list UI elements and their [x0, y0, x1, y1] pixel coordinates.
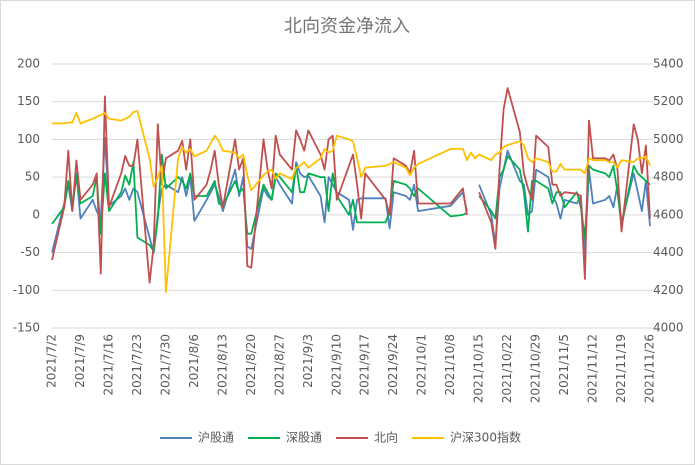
x-tick-label: 2021/10/29: [529, 334, 543, 403]
x-tick-label: 2021/10/15: [472, 334, 486, 403]
x-tick-label: 2021/9/3: [301, 334, 315, 388]
x-tick-label: 2021/7/23: [130, 334, 144, 396]
y2-tick-label: 4400: [653, 245, 684, 259]
x-tick-label: 2021/10/22: [500, 334, 514, 403]
x-tick-label: 2021/11/5: [557, 334, 571, 396]
x-tick-label: 2021/9/10: [329, 334, 343, 396]
legend-label: 沪股通: [198, 431, 234, 445]
y-tick-label: 150: [17, 94, 40, 108]
y-tick-label: 50: [25, 170, 40, 184]
x-tick-label: 2021/8/6: [187, 334, 201, 388]
y2-tick-label: 4600: [653, 207, 684, 221]
y-tick-label: 0: [32, 207, 40, 221]
x-tick-label: 2021/8/20: [244, 334, 258, 396]
legend-label: 沪深300指数: [450, 430, 521, 445]
y-tick-label: -50: [20, 245, 40, 259]
x-tick-label: 2021/11/19: [614, 334, 628, 403]
y-tick-label: 100: [17, 132, 40, 146]
x-tick-label: 2021/11/26: [643, 334, 657, 403]
legend-label: 北向: [374, 430, 398, 445]
y2-tick-label: 4000: [653, 321, 684, 335]
x-tick-label: 2021/8/13: [215, 334, 229, 396]
chart-title: 北向资金净流入: [284, 16, 410, 37]
series-line: [52, 110, 651, 294]
y2-tick-label: 5200: [653, 94, 684, 108]
x-tick-label: 2021/11/12: [586, 334, 600, 403]
series-line: [51, 87, 651, 284]
y-tick-label: -100: [13, 283, 40, 297]
x-tick-label: 2021/7/2: [45, 334, 59, 388]
x-tick-label: 2021/10/8: [443, 334, 457, 396]
x-tick-label: 2021/10/1: [415, 334, 429, 396]
y2-tick-label: 5000: [653, 132, 684, 146]
x-tick-label: 2021/7/30: [158, 334, 172, 396]
y2-tick-label: 5400: [653, 57, 684, 71]
legend-label: 深股通: [286, 431, 322, 445]
x-tick-label: 2021/7/16: [101, 334, 115, 396]
y2-tick-label: 4200: [653, 283, 684, 297]
y-tick-label: 200: [17, 57, 40, 71]
x-tick-label: 2021/7/9: [73, 334, 87, 388]
x-tick-label: 2021/9/17: [358, 334, 372, 396]
x-tick-label: 2021/9/24: [386, 334, 400, 396]
y2-tick-label: 4800: [653, 170, 684, 184]
y-tick-label: -150: [13, 321, 40, 335]
x-tick-label: 2021/8/27: [272, 334, 286, 396]
